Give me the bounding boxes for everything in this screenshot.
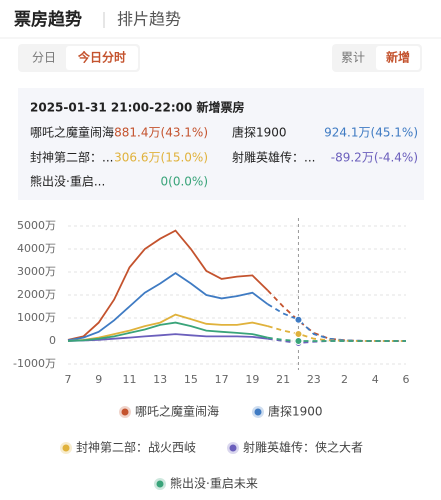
series-line: [267, 325, 406, 342]
y-tick-label: -1000万: [13, 357, 56, 370]
cursor-dot: [294, 329, 303, 338]
info-value: 0(0.0%): [161, 175, 208, 189]
cursor-dot: [294, 337, 303, 345]
info-value: -89.2万(-4.4%): [331, 151, 418, 165]
y-tick-label: 4000万: [17, 242, 56, 255]
info-items: 哪吒之魔童闹海 881.4万(43.1%) 唐探1900 924.1万(45.1%) 封…: [30, 125, 418, 189]
x-tick-label: 11: [122, 373, 136, 386]
legend-label: 唐探1900: [268, 404, 323, 419]
toggle[interactable]: 累计: [341, 51, 365, 65]
legend-label: 封神第二部：战火西岐: [76, 440, 196, 455]
legend-dot: [121, 408, 129, 416]
info-name: 唐探1900: [232, 125, 287, 140]
toggle-active[interactable]: 今日分时: [77, 50, 126, 65]
info-value: 306.6万(15.0%): [114, 151, 208, 165]
x-tick-label: 6: [403, 373, 410, 386]
x-tick-label: 9: [95, 373, 102, 386]
series-line: [67, 313, 268, 342]
info-name: 封神第二部：...: [30, 150, 113, 165]
info-name: 熊出没·重启...: [30, 174, 105, 189]
info-box: [18, 88, 424, 200]
info-value: 881.4万(43.1%): [114, 126, 208, 140]
chart: 5000万 4000万 3000万 2000万 1000万 0 -1000万 7 9 11 13 15…: [13, 218, 410, 491]
x-tick-label: 19: [245, 373, 259, 386]
info-name: 哪吒之魔童闹海: [30, 125, 114, 140]
legend-dot: [156, 480, 164, 488]
x-tick-label: 17: [215, 373, 229, 386]
y-tick-label: 1000万: [17, 311, 56, 324]
x-tick-label: 4: [372, 373, 379, 386]
y-tick-label: 2000万: [17, 288, 56, 301]
x-tick-label: 13: [153, 373, 167, 386]
toggle-active[interactable]: 新增: [386, 50, 410, 65]
x-tick-label: 21: [276, 373, 290, 386]
y-tick-label: 0: [49, 334, 56, 347]
series-line: [67, 321, 268, 342]
y-tick-label: 5000万: [17, 219, 56, 232]
legend-label: 哪吒之魔童闹海: [135, 404, 219, 419]
toggle[interactable]: 分日: [32, 51, 56, 65]
legend-dot: [62, 444, 70, 452]
series-line: [67, 333, 268, 342]
y-tick-label: 3000万: [17, 265, 56, 278]
toggle-active-bg: [376, 46, 420, 70]
legend-label: 熊出没·重启未来: [170, 476, 258, 491]
legend-dot: [229, 444, 237, 452]
info-title: 2025-01-31 21:00-22:00 新增票房: [30, 100, 245, 115]
x-tick-label: 23: [307, 373, 321, 386]
cursor-dot: [294, 315, 303, 324]
toggle-active-bg: [66, 46, 138, 70]
info-value: 924.1万(45.1%): [324, 126, 418, 140]
x-tick-label: 15: [184, 373, 198, 386]
info-name: 射雕英雄传：...: [232, 150, 315, 165]
series-line: [67, 229, 269, 341]
legend-dot: [254, 408, 262, 416]
legend-label: 射雕英雄传：侠之大者: [243, 440, 363, 455]
series-line: [67, 272, 269, 342]
tab-active[interactable]: 票房趋势: [14, 9, 82, 30]
x-tick-label: 2: [341, 373, 348, 386]
tab[interactable]: 排片趋势: [117, 10, 181, 29]
x-tick-label: 7: [65, 373, 72, 386]
